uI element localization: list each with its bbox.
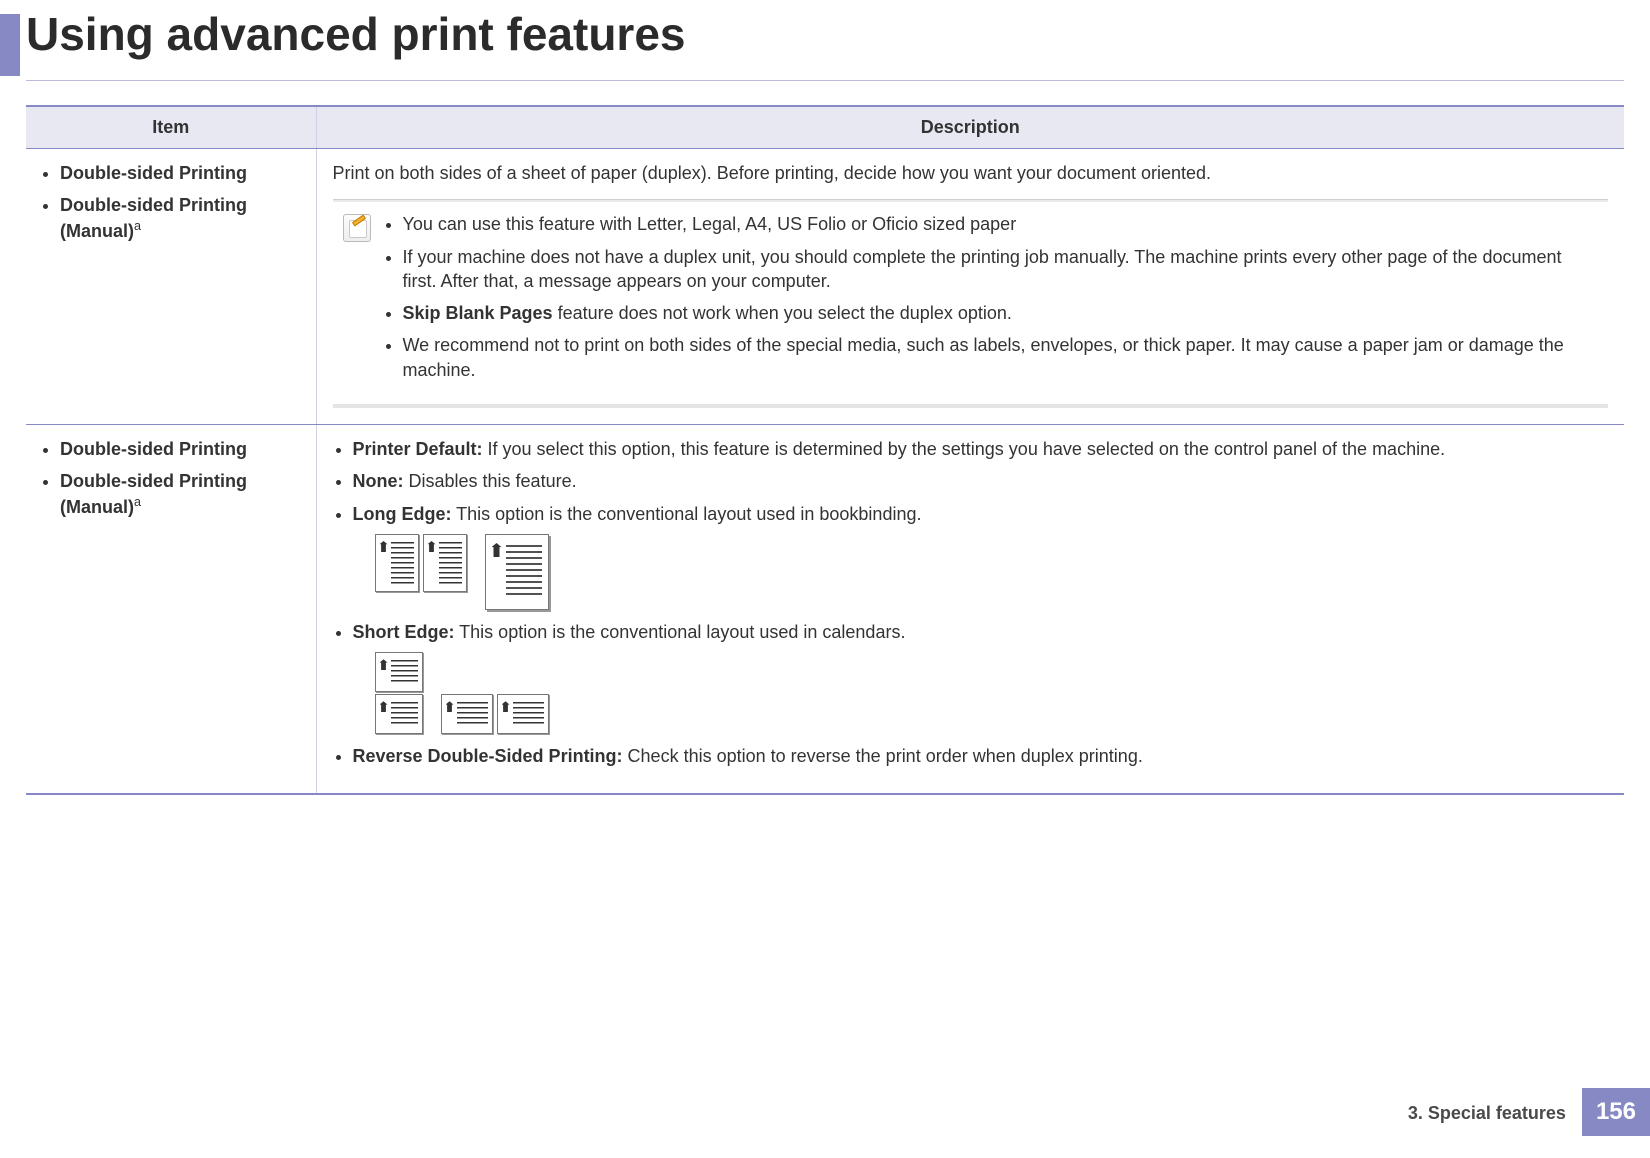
- option-text: This option is the conventional layout u…: [455, 622, 906, 642]
- desc-intro: Print on both sides of a sheet of paper …: [333, 161, 1609, 185]
- page-icon: [375, 534, 419, 592]
- option: Short Edge: This option is the conventio…: [353, 620, 1609, 734]
- title-bar: Using advanced print features: [0, 0, 1650, 76]
- item-label: Double-sided Printing: [60, 439, 247, 459]
- col-header-description: Description: [316, 106, 1624, 149]
- cell-item: Double-sided Printing Double-sided Print…: [26, 425, 316, 794]
- note-item: If your machine does not have a duplex u…: [403, 245, 1595, 294]
- note-rest: feature does not work when you select th…: [553, 303, 1012, 323]
- option-text: If you select this option, this feature …: [483, 439, 1446, 459]
- page-icon: [441, 694, 493, 734]
- page-flip-icon: [485, 534, 549, 610]
- item-bullets: Double-sided Printing Double-sided Print…: [42, 437, 300, 519]
- manual-page: Using advanced print features Item Descr…: [0, 0, 1650, 1158]
- note-item: We recommend not to print on both sides …: [403, 333, 1595, 382]
- note-list: You can use this feature with Letter, Le…: [383, 212, 1595, 390]
- cell-description: Print on both sides of a sheet of paper …: [316, 149, 1624, 425]
- cell-description: Printer Default: If you select this opti…: [316, 425, 1624, 794]
- option-label: Reverse Double-Sided Printing:: [353, 746, 623, 766]
- item-bullet: Double-sided Printing: [60, 161, 300, 185]
- note-bold: Skip Blank Pages: [403, 303, 553, 323]
- page-icon: [497, 694, 549, 734]
- option-label: None:: [353, 471, 404, 491]
- item-bullets: Double-sided Printing Double-sided Print…: [42, 161, 300, 243]
- table-header-row: Item Description: [26, 106, 1624, 149]
- note-item: Skip Blank Pages feature does not work w…: [403, 301, 1595, 325]
- long-edge-illustration: [375, 534, 1609, 610]
- footnote-marker: a: [134, 219, 141, 233]
- table-row: Double-sided Printing Double-sided Print…: [26, 149, 1624, 425]
- cell-item: Double-sided Printing Double-sided Print…: [26, 149, 316, 425]
- title-rule: [26, 80, 1624, 81]
- option: None: Disables this feature.: [353, 469, 1609, 493]
- chapter-label: 3. Special features: [1408, 1091, 1582, 1134]
- item-label: Double-sided Printing (Manual): [60, 471, 247, 516]
- features-table: Item Description Double-sided Printing D…: [26, 105, 1624, 795]
- col-header-item: Item: [26, 106, 316, 149]
- book-spread-icon: [375, 534, 467, 610]
- option-label: Printer Default:: [353, 439, 483, 459]
- note-icon: [343, 214, 371, 242]
- page-icon: [375, 652, 423, 692]
- option: Printer Default: If you select this opti…: [353, 437, 1609, 461]
- page-icon: [375, 694, 423, 734]
- option-text: Check this option to reverse the print o…: [623, 746, 1143, 766]
- item-bullet: Double-sided Printing: [60, 437, 300, 461]
- option-label: Long Edge:: [353, 504, 452, 524]
- page-number: 156: [1582, 1088, 1650, 1136]
- note-item: You can use this feature with Letter, Le…: [403, 212, 1595, 236]
- item-bullet: Double-sided Printing (Manual)a: [60, 469, 300, 519]
- accent-block: [0, 14, 20, 76]
- option-label: Short Edge:: [353, 622, 455, 642]
- item-bullet: Double-sided Printing (Manual)a: [60, 193, 300, 243]
- calendar-stack-icon: [375, 652, 423, 734]
- page-title: Using advanced print features: [26, 10, 686, 58]
- option: Long Edge: This option is the convention…: [353, 502, 1609, 610]
- landscape-spread-icon: [441, 694, 549, 734]
- item-label: Double-sided Printing: [60, 163, 247, 183]
- table-row: Double-sided Printing Double-sided Print…: [26, 425, 1624, 794]
- page-icon: [423, 534, 467, 592]
- options-list: Printer Default: If you select this opti…: [333, 437, 1609, 768]
- note-box: You can use this feature with Letter, Le…: [333, 199, 1609, 408]
- option: Reverse Double-Sided Printing: Check thi…: [353, 744, 1609, 768]
- option-text: This option is the conventional layout u…: [451, 504, 921, 524]
- item-label: Double-sided Printing (Manual): [60, 195, 247, 240]
- short-edge-illustration: [375, 652, 1609, 734]
- footnote-marker: a: [134, 495, 141, 509]
- option-text: Disables this feature.: [404, 471, 577, 491]
- page-footer: 3. Special features 156: [1408, 1088, 1650, 1136]
